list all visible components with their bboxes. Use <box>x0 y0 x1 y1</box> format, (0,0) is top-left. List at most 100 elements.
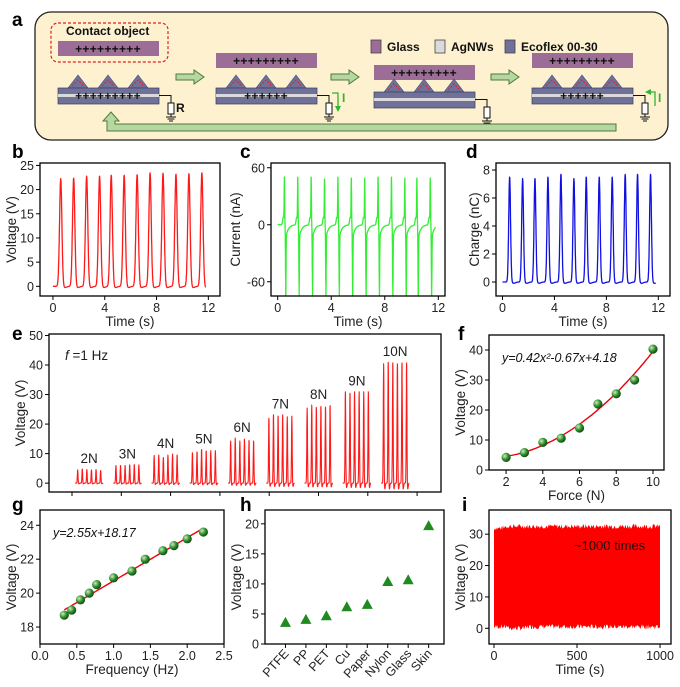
current-arrow-head <box>645 89 651 95</box>
plot-frame <box>488 334 665 471</box>
panel-label: b <box>12 142 24 163</box>
process-arrow-icon <box>175 69 205 85</box>
y-tick-label: 25 <box>20 159 34 173</box>
y-tick-label: 5 <box>252 607 259 621</box>
category-label: Skin <box>408 647 435 674</box>
x-tick-label: 1000 <box>646 649 674 663</box>
current-arrow-icon <box>650 91 656 106</box>
process-arrow-icon <box>330 69 360 85</box>
y-tick-label: 22 <box>20 553 34 567</box>
data-point <box>611 389 621 399</box>
wire <box>475 99 488 107</box>
y-tick-label: 18 <box>20 621 34 635</box>
plot-area <box>74 361 410 490</box>
y-tick-label: 20 <box>245 517 259 531</box>
data-point <box>92 580 102 590</box>
plot-frame <box>264 509 445 645</box>
data-point <box>593 399 603 409</box>
y-tick-label: 2 <box>483 248 490 262</box>
panel-g-chart: g 18 20 22 24 0.0 0.5 1.0 1.5 2.0 2.5 Voltage (V) Fr… <box>4 495 233 677</box>
induced-negative-charges <box>417 83 431 91</box>
y-tick-label: 5 <box>27 256 34 270</box>
y-tick-label: 0 <box>476 622 483 636</box>
x-tick-label: 4 <box>539 475 546 489</box>
data-point <box>198 527 208 537</box>
y-tick-label: 60 <box>251 161 265 175</box>
resistor <box>641 102 649 115</box>
panel-c-chart: c -60 0 60 0 4 8 12 Current (nA) Time (s) <box>228 142 446 329</box>
plot-area <box>501 173 657 284</box>
x-tick-label: 0 <box>491 649 498 663</box>
panel-label: a <box>12 10 23 31</box>
glass-layer <box>216 53 317 68</box>
y-axis-label: Charge (nC) <box>467 192 482 266</box>
panel-label: h <box>240 495 252 516</box>
data-point <box>59 610 69 620</box>
plot-frame <box>270 162 446 297</box>
y-tick-label: 10 <box>469 434 483 448</box>
data-point-triangle <box>341 601 353 612</box>
y-tick-label: 0 <box>36 477 43 491</box>
glass-layer <box>374 65 475 80</box>
y-tick-label: 10 <box>245 577 259 591</box>
y-tick-label: 50 <box>29 329 43 343</box>
y-tick-label: 15 <box>20 207 34 221</box>
data-point <box>109 573 119 583</box>
x-axis-label: Time (s) <box>559 314 608 329</box>
data-point <box>648 344 658 354</box>
x-tick-label: 12 <box>431 301 445 315</box>
y-tick-label: 40 <box>469 344 483 358</box>
force-group-trace <box>380 361 410 490</box>
x-tick-label: 1.0 <box>105 649 122 663</box>
force-group-label: 2N <box>81 451 98 466</box>
induced-negative-charges <box>605 79 619 87</box>
category-label: PTFE <box>260 647 292 680</box>
legend-swatch <box>504 39 516 54</box>
positive-charges: +++++++++ <box>75 42 141 56</box>
y-tick-label: 20 <box>29 418 43 432</box>
x-tick-label: 0.0 <box>31 649 48 663</box>
plot-frame <box>488 509 672 645</box>
induced-negative-charges <box>575 79 589 87</box>
data-point <box>519 448 530 458</box>
wire <box>633 95 646 103</box>
panel-i-chart: i 0 10 20 30 0 500 1000 Voltage (V) Time (s) ~1000… <box>453 495 674 677</box>
panel-d-chart: d 0 2 4 6 8 0 4 8 12 Charge (nC) Time (s) <box>466 142 671 329</box>
cycling-signal-band <box>494 523 660 631</box>
fit-equation: y=2.55x+18.17 <box>52 526 137 540</box>
wire <box>159 95 172 103</box>
force-group-label: 5N <box>195 431 212 446</box>
induced-negative-charges <box>71 79 85 87</box>
force-group-trace <box>265 414 295 487</box>
x-tick-label: 2.5 <box>215 649 232 663</box>
x-tick-label: 2 <box>503 475 510 489</box>
x-tick-label: 4 <box>328 301 335 315</box>
y-axis-label: Voltage (V) <box>4 544 19 611</box>
x-axis-label: Frequency (Hz) <box>85 662 178 677</box>
induced-negative-charges <box>447 83 461 91</box>
panel-label: g <box>12 495 24 516</box>
data-point <box>630 375 640 385</box>
force-group-label: 4N <box>157 436 174 451</box>
frequency-annotation: f =1 Hz <box>65 348 108 363</box>
legend: Glass AgNWs Ecoflex 00-30 <box>370 39 598 54</box>
x-tick-label: 2.0 <box>179 649 196 663</box>
plot-area <box>52 172 207 289</box>
x-tick-label: 4 <box>101 301 108 315</box>
panel-label: e <box>12 324 23 345</box>
data-point-triangle <box>279 616 291 627</box>
x-tick-label: 500 <box>567 649 588 663</box>
force-group-trace <box>112 464 142 485</box>
y-tick-label: 30 <box>29 388 43 402</box>
resistor <box>325 102 333 115</box>
x-tick-label: 8 <box>153 301 160 315</box>
force-group-trace <box>74 468 104 485</box>
induced-negative-charges <box>101 79 115 87</box>
y-axis-label: Voltage (V) <box>453 544 468 611</box>
y-tick-label: 0 <box>476 464 483 478</box>
y-axis-label: Current (nA) <box>228 192 243 266</box>
working-stages: ++++++++++++++++++R+++++++++++++++ I+++++… <box>57 41 661 132</box>
induced-negative-charges <box>259 79 273 87</box>
